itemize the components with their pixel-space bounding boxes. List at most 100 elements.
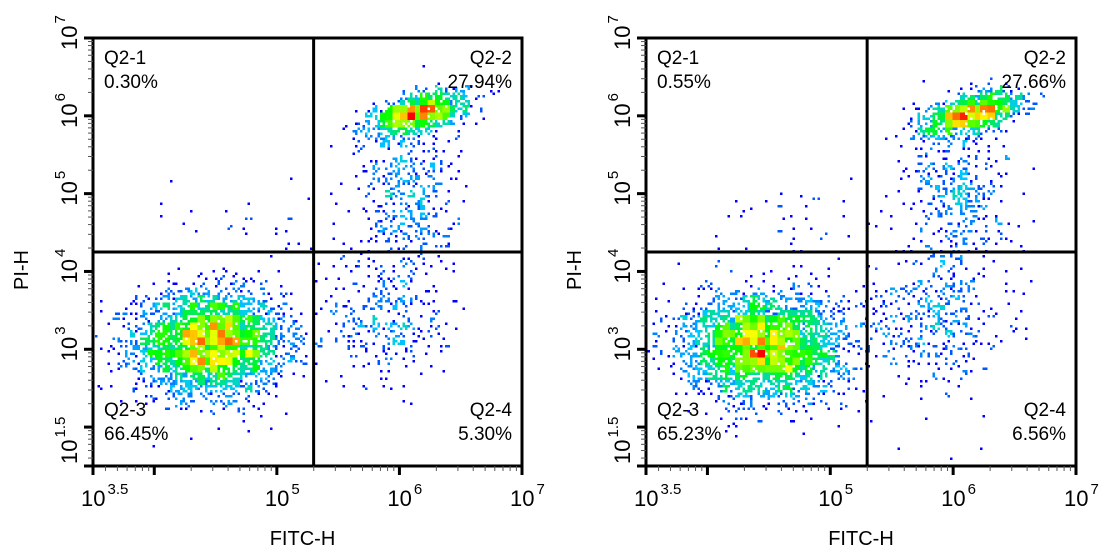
- event-dot: [182, 310, 185, 313]
- event-dot: [107, 322, 110, 325]
- event-dot: [410, 100, 413, 103]
- event-dot: [190, 305, 193, 308]
- event-dot: [160, 297, 163, 300]
- event-dot: [177, 332, 180, 335]
- event-dot: [212, 325, 215, 328]
- event-dot: [175, 367, 178, 370]
- event-dot: [422, 302, 425, 305]
- event-dot: [270, 370, 273, 373]
- event-dot: [462, 92, 465, 95]
- event-dot: [412, 125, 415, 128]
- event-dot: [265, 327, 268, 330]
- event-dot: [430, 320, 433, 323]
- event-dot: [367, 127, 370, 130]
- event-dot: [167, 315, 170, 318]
- event-dot: [125, 355, 128, 358]
- event-dot: [410, 210, 413, 213]
- event-dot: [352, 345, 355, 348]
- event-dot: [332, 237, 335, 240]
- event-dot: [222, 305, 225, 308]
- event-dot: [462, 105, 465, 108]
- event-dot: [222, 322, 225, 325]
- event-dot: [247, 290, 250, 293]
- event-dot: [392, 105, 395, 108]
- event-dot: [222, 367, 225, 370]
- event-dot: [197, 332, 200, 335]
- event-dot: [232, 325, 235, 328]
- event-dot: [255, 380, 258, 383]
- event-dot: [405, 327, 408, 330]
- event-dot: [270, 367, 273, 370]
- event-dot: [217, 312, 220, 315]
- event-dot: [465, 107, 468, 110]
- event-dot: [280, 317, 283, 320]
- event-dot: [160, 352, 163, 355]
- event-dot: [252, 342, 255, 345]
- event-dot: [435, 110, 438, 113]
- event-dot: [465, 112, 468, 115]
- event-dot: [300, 340, 303, 343]
- event-dot: [382, 230, 385, 233]
- event-dot: [420, 197, 423, 200]
- event-dot: [445, 97, 448, 100]
- event-dot: [390, 172, 393, 175]
- event-dot: [407, 237, 410, 240]
- event-dot: [230, 345, 233, 348]
- event-dot: [372, 187, 375, 190]
- event-dot: [367, 265, 370, 268]
- event-dot: [125, 365, 128, 368]
- event-dot: [392, 270, 395, 273]
- event-dot: [157, 342, 160, 345]
- event-dot: [412, 130, 415, 133]
- event-dot: [202, 337, 205, 340]
- event-dot: [422, 167, 425, 170]
- event-dot: [117, 312, 120, 315]
- event-dot: [260, 347, 263, 350]
- event-dot: [172, 340, 175, 343]
- event-dot: [185, 302, 188, 305]
- event-dot: [232, 362, 235, 365]
- event-dot: [240, 317, 243, 320]
- event-dot: [162, 320, 165, 323]
- event-dot: [220, 330, 223, 333]
- event-dot: [282, 362, 285, 365]
- event-dot: [437, 95, 440, 98]
- event-dot: [357, 187, 360, 190]
- event-dot: [262, 287, 265, 290]
- event-dot: [205, 277, 208, 280]
- event-dot: [132, 390, 135, 393]
- event-dot: [410, 160, 413, 163]
- event-dot: [212, 367, 215, 370]
- event-dot: [240, 365, 243, 368]
- event-dot: [410, 115, 413, 118]
- event-dot: [397, 120, 400, 123]
- event-dot: [375, 162, 378, 165]
- event-dot: [397, 180, 400, 183]
- event-dot: [175, 370, 178, 373]
- event-dot: [372, 102, 375, 105]
- event-dot: [435, 215, 438, 218]
- event-dot: [382, 232, 385, 235]
- event-dot: [190, 392, 193, 395]
- event-dot: [170, 382, 173, 385]
- event-dot: [395, 172, 398, 175]
- event-dot: [415, 297, 418, 300]
- event-dot: [392, 135, 395, 138]
- event-dot: [145, 355, 148, 358]
- event-dot: [157, 370, 160, 373]
- event-dot: [205, 325, 208, 328]
- event-dot: [417, 335, 420, 338]
- event-dot: [235, 382, 238, 385]
- event-dot: [222, 382, 225, 385]
- event-dot: [417, 122, 420, 125]
- event-dot: [217, 322, 220, 325]
- event-dot: [197, 307, 200, 310]
- event-dot: [207, 317, 210, 320]
- event-dot: [130, 302, 133, 305]
- event-dot: [205, 340, 208, 343]
- event-dot: [257, 372, 260, 375]
- event-dot: [265, 382, 268, 385]
- event-dot: [272, 325, 275, 328]
- event-dot: [155, 310, 158, 313]
- event-dot: [202, 365, 205, 368]
